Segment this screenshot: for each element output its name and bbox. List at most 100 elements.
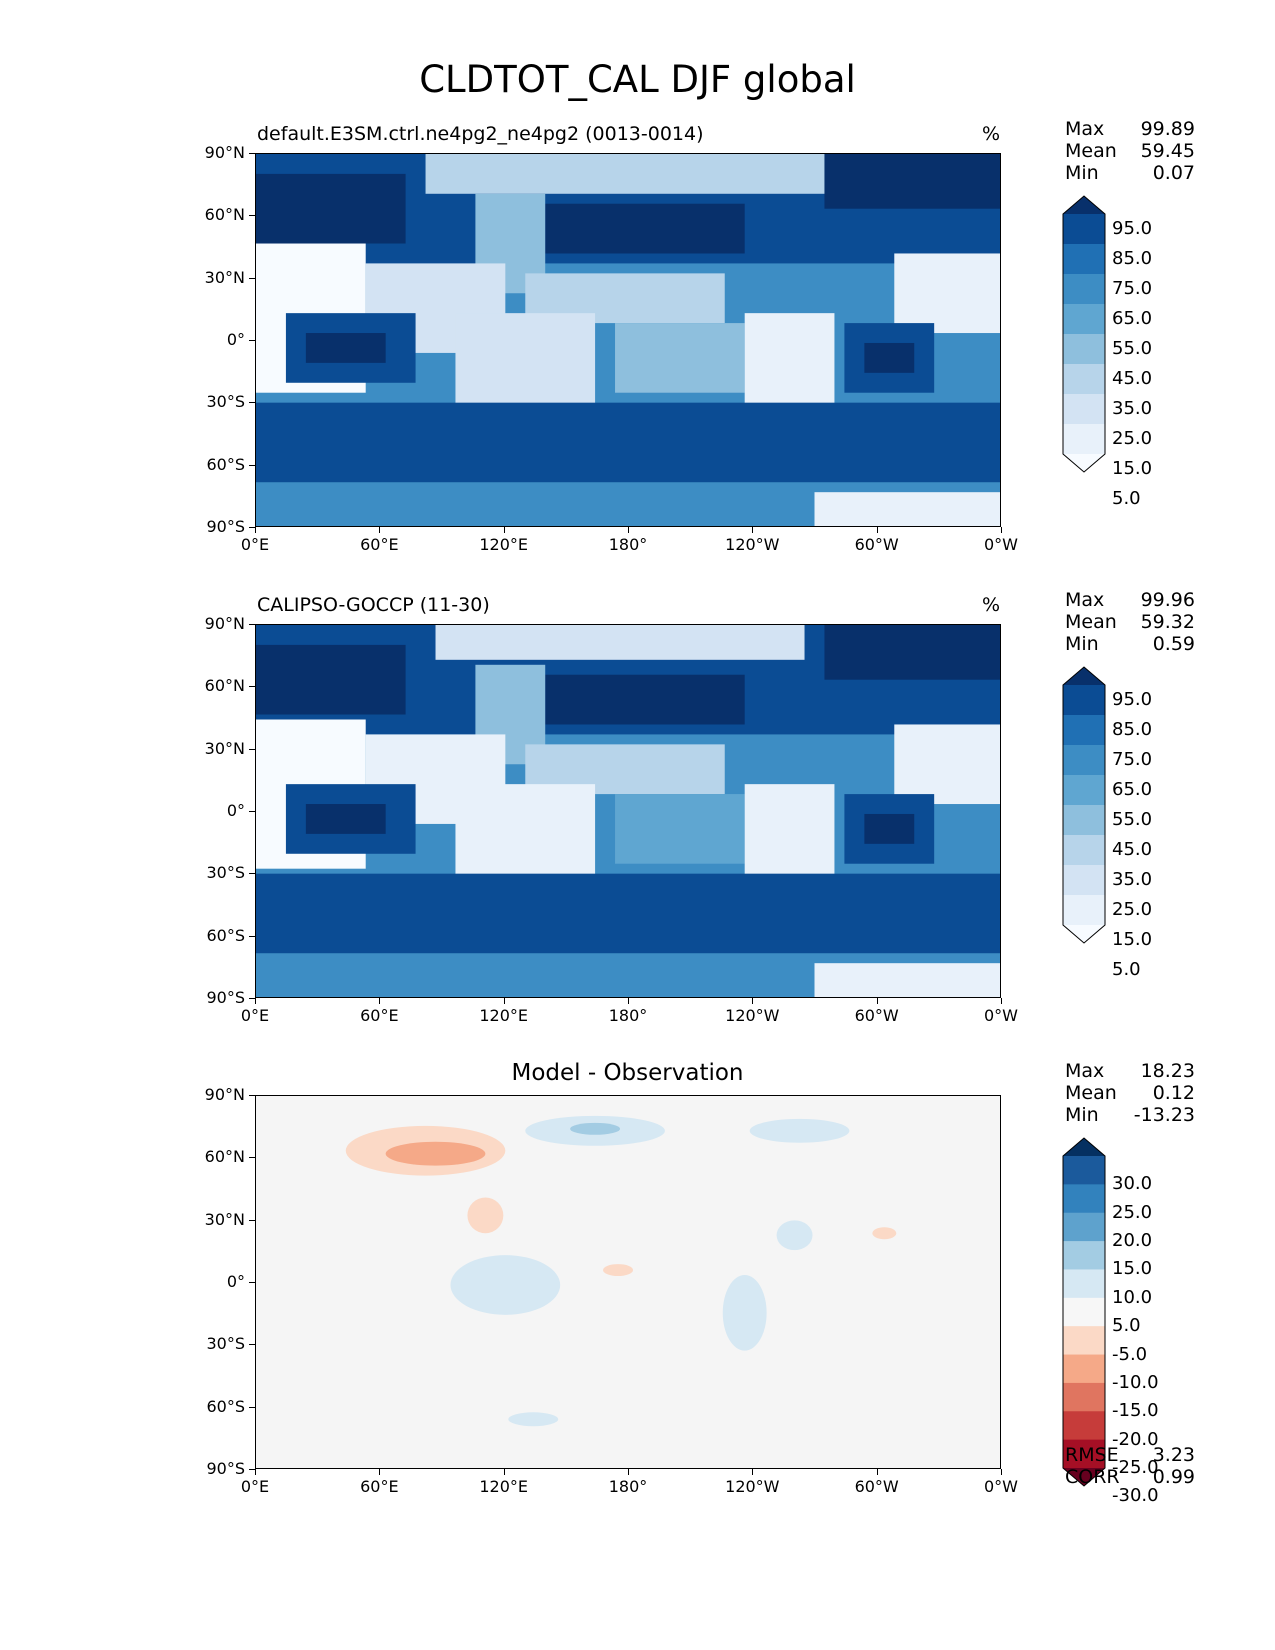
colorbar-tick-label: 75.0 (1112, 749, 1153, 770)
colorbar-segment (1063, 1184, 1105, 1214)
colorbar-segment (1063, 865, 1105, 896)
colorbar-tick-label: 95.0 (1112, 689, 1153, 710)
cloud-field-model (256, 154, 1000, 526)
stat-value: 3.23 (1152, 1444, 1195, 1466)
colorbar-tick-label: -20.0 (1112, 1428, 1159, 1450)
x-tick-label: 120°W (725, 1477, 780, 1496)
colorbar-segment (1063, 424, 1105, 455)
colorbar-segment (1063, 1382, 1105, 1412)
y-tick-label: 60°S (206, 454, 245, 474)
x-tick-mark (628, 1469, 629, 1475)
colorbar-segment (1063, 1439, 1105, 1469)
y-tick-label: 90°N (204, 614, 245, 633)
x-tick-mark (503, 998, 505, 1004)
x-tick-label: 60°W (854, 535, 899, 554)
x-tick-mark (876, 998, 878, 1004)
map-model (255, 153, 1001, 527)
y-tick-mark (249, 998, 255, 999)
x-tick-label: 180° (608, 1006, 648, 1025)
stats-block: Max 99.96 Mean 59.32 Min 0.59 (1065, 589, 1195, 655)
y-tick-label: 90°N (204, 143, 245, 162)
colorbar-tick-label: 35.0 (1112, 869, 1153, 890)
colorbar-tick-label: 15.0 (1112, 1258, 1153, 1280)
stat-value: 0.07 (1152, 162, 1195, 184)
colorbar-tick-label: -15.0 (1112, 1400, 1159, 1422)
x-tick-label: 0°W (984, 1006, 1018, 1025)
y-tick-mark (249, 402, 255, 404)
colorbar-tick-label: 15.0 (1112, 929, 1153, 950)
y-tick-mark (249, 1406, 255, 1408)
colorbar-segment (1063, 1269, 1105, 1299)
x-tick-mark (876, 527, 878, 533)
y-tick-mark (249, 340, 255, 341)
colorbar-tick-label: 5.0 (1112, 1315, 1141, 1337)
y-tick-mark (249, 215, 255, 217)
x-tick-label: 120°E (479, 1006, 528, 1025)
x-tick-label: 120°E (479, 1477, 528, 1496)
difference-field (256, 1096, 1000, 1468)
y-tick-mark (249, 873, 255, 875)
colorbar-segment (1063, 1212, 1105, 1242)
y-tick-label: 60°N (204, 205, 245, 225)
x-tick-mark (752, 1469, 754, 1475)
colorbar-tick-label: -25.0 (1112, 1457, 1159, 1478)
x-tick-mark (876, 1469, 878, 1475)
colorbar-tick-label: -5.0 (1112, 1343, 1148, 1365)
y-tick-label: 0° (226, 1272, 245, 1291)
colorbar-tick-label: 25.0 (1112, 428, 1153, 449)
colorbar-segment (1063, 1354, 1105, 1384)
y-tick-mark (249, 464, 255, 466)
colorbar-tick-label: 25.0 (1112, 899, 1153, 920)
stat-label: Min (1065, 633, 1099, 655)
stat-value: 59.45 (1140, 140, 1195, 162)
colorbar-extend-min (1063, 454, 1105, 472)
x-tick-label: 120°W (725, 535, 780, 554)
x-tick-mark (1001, 998, 1002, 1004)
y-tick-mark (249, 1095, 255, 1096)
stat-label: CORR (1065, 1466, 1120, 1488)
x-tick-mark (752, 527, 754, 533)
x-tick-mark (255, 1469, 256, 1475)
stat-label: Mean (1065, 1082, 1117, 1104)
colorbar-tick-label: 5.0 (1112, 959, 1141, 980)
colorbar-tick-label: 95.0 (1112, 218, 1153, 239)
colorbar-outline (1062, 1137, 1106, 1487)
colorbar-segment (1063, 1297, 1105, 1327)
colorbar-extend-max (1063, 196, 1105, 214)
x-tick-label: 60°E (360, 1477, 399, 1496)
x-tick-mark (255, 527, 256, 533)
colorbar-tick-label: -30.0 (1112, 1485, 1159, 1507)
y-tick-mark (249, 811, 255, 812)
stats-block: Max 99.89 Mean 59.45 Min 0.07 (1065, 118, 1195, 184)
stat-label: Max (1065, 589, 1105, 611)
x-tick-label: 120°W (725, 1006, 780, 1025)
colorbar-segment (1063, 364, 1105, 395)
colorbar-tick-label: 65.0 (1112, 308, 1153, 329)
colorbar-tick-label: 15.0 (1112, 458, 1153, 479)
x-tick-label: 60°E (360, 535, 399, 554)
cloud-field-obs (256, 625, 1000, 997)
colorbar-segment (1063, 805, 1105, 836)
stat-value: 0.59 (1152, 633, 1195, 655)
colorbar-tick-label: 10.0 (1112, 1286, 1153, 1308)
y-tick-mark (249, 527, 255, 528)
x-tick-label: 60°W (854, 1477, 899, 1496)
stat-label: Max (1065, 118, 1105, 140)
figure-title: CLDTOT_CAL DJF global (419, 58, 856, 101)
y-tick-label: 60°S (206, 925, 245, 945)
colorbar-segment (1063, 244, 1105, 275)
colorbar-segment (1063, 1411, 1105, 1441)
y-tick-mark (249, 624, 255, 625)
stat-label: Max (1065, 1060, 1105, 1082)
y-tick-mark (249, 1219, 255, 1221)
colorbar-segment (1063, 1156, 1105, 1185)
colorbar-extend-min (1063, 1468, 1105, 1486)
colorbar-segment (1063, 304, 1105, 335)
y-tick-mark (249, 748, 255, 750)
colorbar-tick-label: 65.0 (1112, 779, 1153, 800)
error-stats-block: RMSE 3.23 CORR 0.99 (1065, 1444, 1195, 1488)
y-tick-label: 30°S (206, 392, 245, 412)
colorbar-segment (1063, 394, 1105, 425)
stat-label: Min (1065, 162, 1099, 184)
colorbar-extend-max (1063, 1138, 1105, 1156)
